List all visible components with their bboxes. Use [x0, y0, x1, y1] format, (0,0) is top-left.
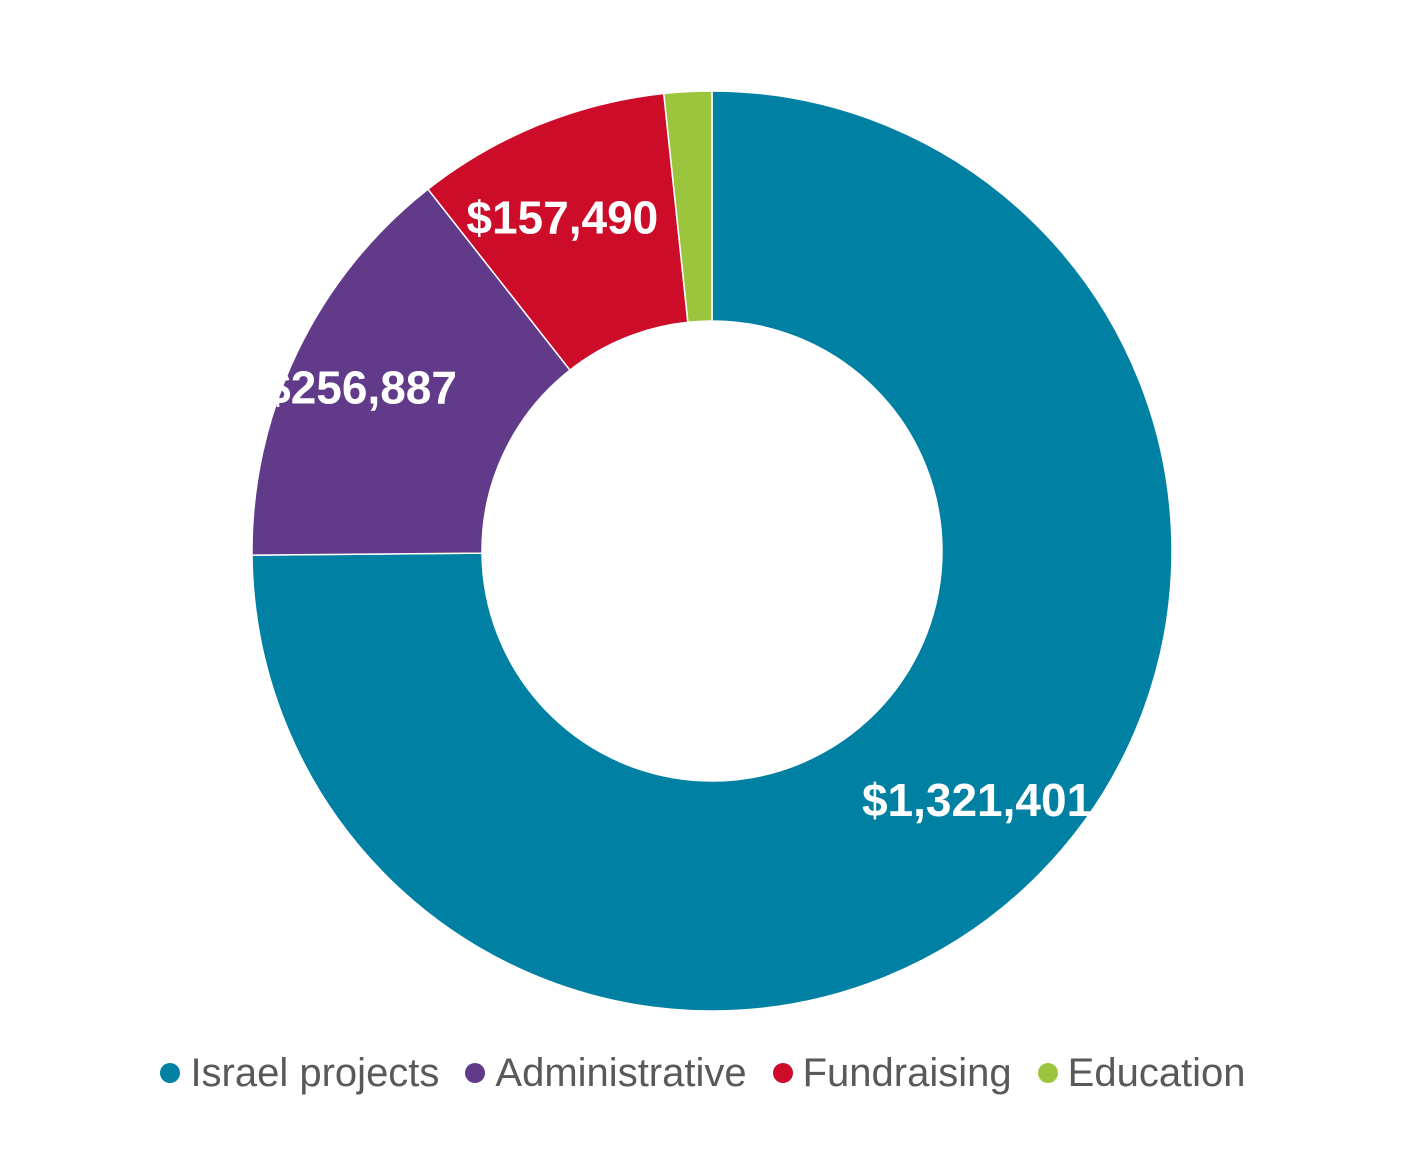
data-label-fundraising: $157,490 [466, 191, 658, 243]
slice-israel-projects [251, 90, 1173, 1012]
legend-label: Administrative [495, 1050, 747, 1095]
legend-item-education: Education [1037, 1050, 1246, 1096]
chart-legend: Israel projects Administrative Fundraising… [0, 1045, 1406, 1101]
slice-education [662, 90, 713, 324]
legend-item-administrative: Administrative [465, 1050, 747, 1096]
slice-administrative [251, 188, 572, 556]
legend-item-israel-projects: Israel projects [160, 1051, 439, 1096]
legend-item-fundraising: Fundraising [772, 1050, 1012, 1096]
legend-label: Fundraising [802, 1050, 1012, 1095]
legend-label: Education [1067, 1050, 1246, 1095]
legend-dot-icon [1037, 1063, 1058, 1083]
data-label-israel-projects: $1,321,401 [862, 774, 1092, 826]
legend-label: Israel projects [190, 1050, 440, 1095]
legend-dot-icon [772, 1063, 793, 1083]
legend-dot-icon [465, 1063, 486, 1083]
data-label-administrative: $256,887 [265, 362, 457, 414]
legend-dot-icon [160, 1063, 181, 1083]
